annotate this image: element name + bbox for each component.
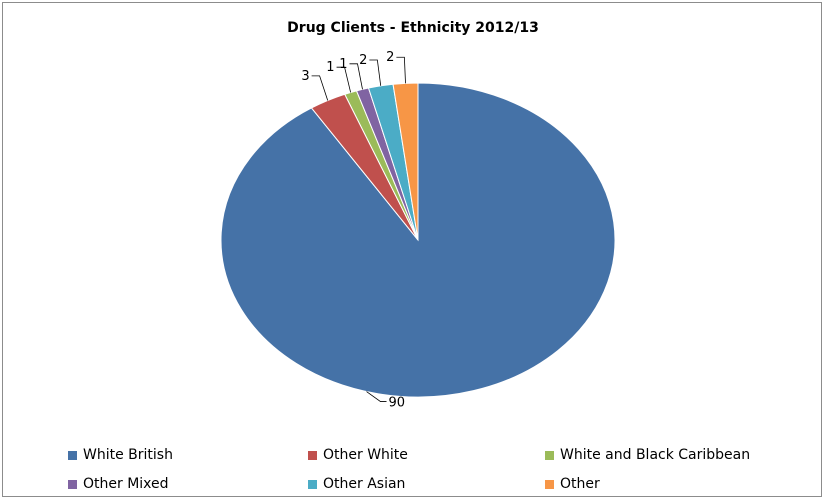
leader-line xyxy=(349,63,363,90)
data-label-other-white: 3 xyxy=(301,69,309,84)
data-label-white-and-black-caribbean: 1 xyxy=(326,60,334,75)
data-label-other-mixed: 1 xyxy=(339,57,347,72)
leader-line xyxy=(396,56,406,84)
leader-line xyxy=(366,391,387,402)
leader-line xyxy=(311,75,329,101)
data-label-white-british: 90 xyxy=(389,396,406,411)
leader-line xyxy=(336,66,352,93)
chart-title: Drug Clients - Ethnicity 2012/13 xyxy=(287,20,539,36)
data-label-other-asian: 2 xyxy=(359,53,367,68)
data-label-other: 2 xyxy=(386,50,394,65)
leader-line xyxy=(369,59,382,86)
